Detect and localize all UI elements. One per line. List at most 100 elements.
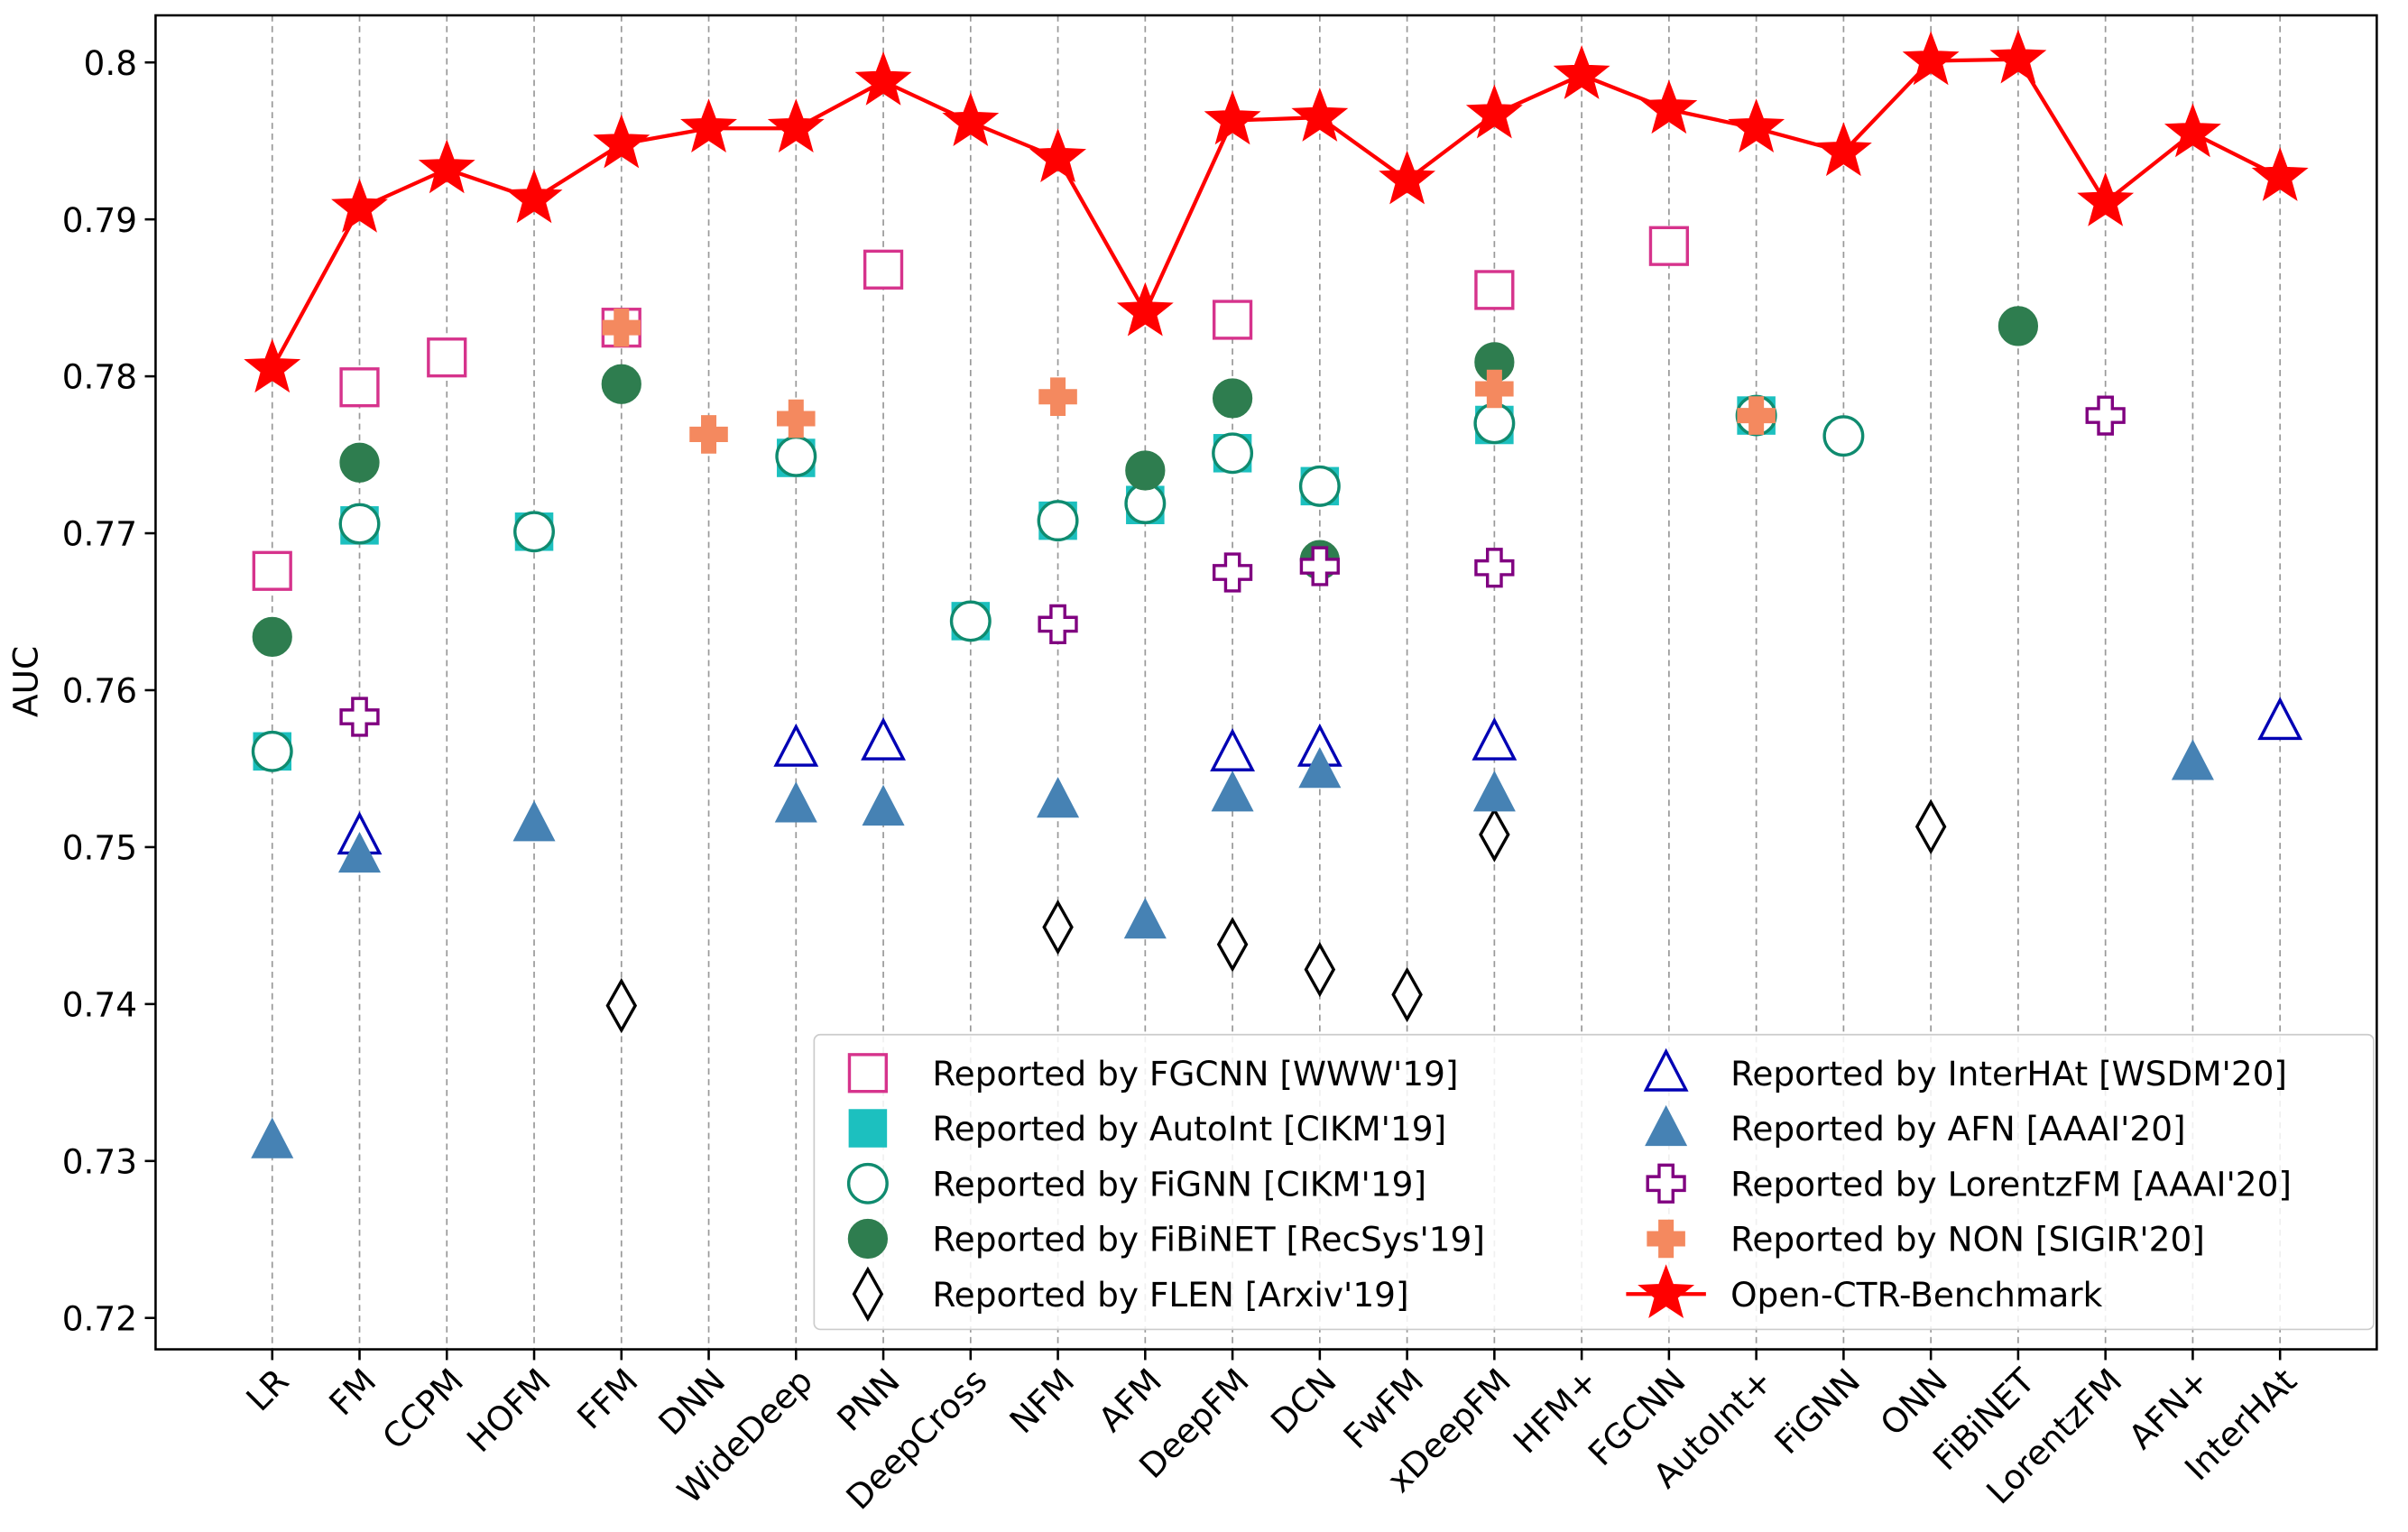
data-point	[1379, 150, 1436, 205]
y-tick-label: 0.76	[62, 671, 137, 711]
data-point	[1116, 281, 1174, 337]
data-point	[2257, 697, 2303, 741]
data-point	[1474, 270, 1515, 310]
y-tick-label: 0.77	[62, 514, 137, 554]
legend-label: Reported by InterHAt [WSDM'20]	[1730, 1054, 2287, 1094]
data-point	[1038, 604, 1078, 645]
data-point	[512, 800, 556, 842]
data-point	[1037, 777, 1080, 818]
data-point	[1298, 747, 1342, 789]
data-point	[251, 730, 293, 772]
data-point	[1737, 396, 1776, 435]
data-point	[1125, 450, 1166, 491]
data-point	[1472, 771, 1516, 812]
legend-marker	[1638, 1264, 1695, 1319]
legend-marker	[852, 1266, 884, 1322]
data-point	[601, 364, 641, 404]
data-point	[942, 92, 1000, 147]
legend-label: Reported by AFN [AAAI'20]	[1730, 1109, 2186, 1149]
data-point	[1212, 552, 1253, 593]
legend-marker	[847, 1218, 889, 1260]
data-point	[337, 831, 382, 873]
data-point	[1475, 369, 1514, 409]
data-point	[1465, 84, 1523, 139]
legend-label: Open-CTR-Benchmark	[1730, 1275, 2103, 1315]
data-point	[1299, 546, 1340, 586]
data-point	[1391, 966, 1423, 1023]
data-point	[1216, 917, 1249, 973]
data-point	[1038, 377, 1077, 416]
plot-frame	[154, 14, 2378, 1351]
data-point	[1212, 300, 1253, 340]
data-point	[331, 178, 388, 233]
y-tick-label: 0.72	[62, 1298, 137, 1338]
data-point	[1648, 226, 1689, 266]
data-point	[1902, 31, 1960, 86]
data-point	[252, 550, 292, 591]
data-point	[1204, 90, 1261, 145]
data-point	[777, 399, 816, 438]
data-point	[1814, 122, 1872, 177]
data-point	[1210, 728, 1256, 771]
data-point	[252, 616, 292, 657]
legend-marker	[1645, 1104, 1688, 1147]
data-point	[1472, 716, 1518, 761]
data-point	[1553, 45, 1610, 99]
data-point	[1474, 548, 1515, 588]
data-point	[2251, 147, 2309, 201]
data-point	[1212, 378, 1253, 419]
data-point	[338, 503, 381, 545]
data-point	[1042, 899, 1074, 955]
data-point	[339, 442, 380, 483]
legend-marker	[1647, 1219, 1685, 1259]
legend-label: Reported by AutoInt [CIKM'19]	[932, 1109, 1446, 1149]
legend-label: Reported by FGCNN [WWW'19]	[932, 1054, 1458, 1094]
data-point	[862, 784, 905, 826]
data-point	[1212, 432, 1254, 475]
data-point	[427, 337, 467, 378]
y-tick-label: 0.75	[62, 828, 137, 868]
data-point	[602, 308, 641, 347]
y-tick-label: 0.79	[62, 200, 137, 240]
y-tick-label: 0.73	[62, 1141, 137, 1181]
legend: Reported by FGCNN [WWW'19] Reported by Au…	[813, 1033, 2375, 1331]
data-point	[1211, 771, 1254, 812]
data-point	[593, 114, 650, 169]
data-point	[1291, 88, 1349, 142]
legend-label: Reported by NON [SIGIR'20]	[1730, 1220, 2205, 1260]
data-point	[1473, 402, 1516, 445]
data-point	[1037, 500, 1079, 542]
data-point	[1479, 807, 1510, 863]
data-point	[861, 716, 906, 761]
data-point	[339, 697, 380, 737]
data-point	[1304, 941, 1336, 998]
data-point	[854, 51, 912, 106]
data-point	[2164, 103, 2221, 158]
legend-label: Reported by LorentzFM [AAAI'20]	[1730, 1164, 2292, 1204]
legend-marker	[1646, 1163, 1686, 1204]
legend-marker	[847, 1053, 889, 1094]
data-point	[505, 169, 563, 224]
data-point	[680, 98, 737, 152]
data-point	[1298, 465, 1341, 507]
data-point	[863, 249, 904, 290]
data-point	[1728, 98, 1785, 152]
data-point	[1123, 898, 1167, 939]
data-point	[513, 511, 555, 553]
data-point	[1989, 29, 2047, 84]
data-point	[605, 977, 638, 1034]
data-point	[244, 338, 301, 393]
data-point	[774, 781, 817, 823]
y-tick-label: 0.74	[62, 984, 137, 1024]
data-point	[1029, 128, 1087, 183]
data-point	[251, 1117, 294, 1158]
data-point	[1640, 79, 1698, 134]
data-point	[2171, 739, 2214, 780]
legend-label: Reported by FiGNN [CIKM'19]	[932, 1164, 1426, 1204]
y-tick-label: 0.78	[62, 357, 137, 397]
data-point	[949, 600, 992, 642]
legend-label: Reported by FiBiNET [RecSys'19]	[932, 1220, 1485, 1260]
data-point	[339, 367, 380, 408]
data-point	[1822, 415, 1865, 457]
data-point	[767, 98, 825, 152]
